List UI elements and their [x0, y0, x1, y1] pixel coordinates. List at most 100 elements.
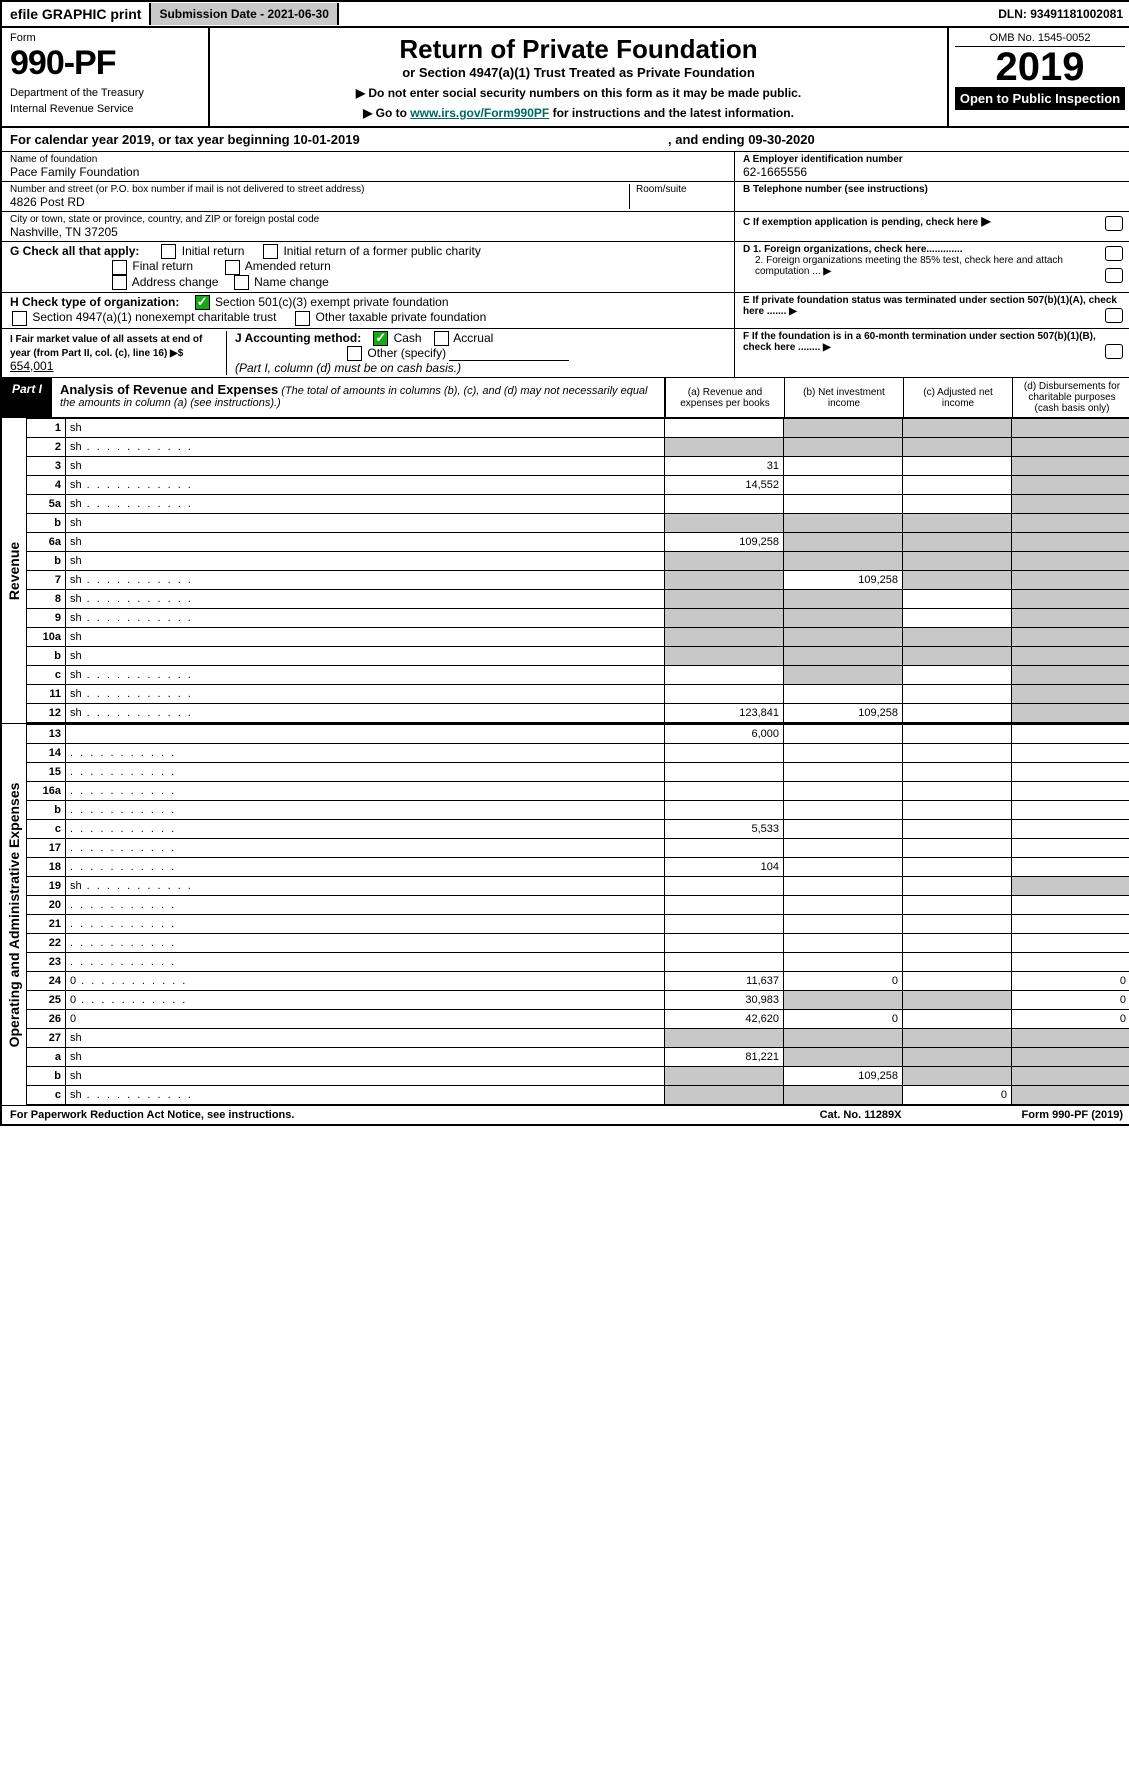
table-row: 2sh: [27, 438, 1129, 457]
form-page: efile GRAPHIC print Submission Date - 20…: [0, 0, 1129, 1126]
cal-b: , and ending 09-30-2020: [668, 132, 815, 147]
f-checkbox[interactable]: [1105, 344, 1123, 359]
public-badge: Open to Public Inspection: [955, 87, 1125, 110]
g2: Initial return of a former public charit…: [283, 244, 480, 258]
table-row: 4sh14,552: [27, 476, 1129, 495]
table-row: 17: [27, 839, 1129, 858]
j3: Other (specify): [367, 346, 446, 360]
form-word: Form: [10, 32, 200, 44]
row-ij: I Fair market value of all assets at end…: [2, 329, 1129, 379]
h2-checkbox[interactable]: [12, 311, 27, 326]
table-row: 18104: [27, 858, 1129, 877]
addr-label: Number and street (or P.O. box number if…: [10, 184, 629, 195]
j3-checkbox[interactable]: [347, 346, 362, 361]
table-row: 16a: [27, 782, 1129, 801]
h3-checkbox[interactable]: [295, 311, 310, 326]
topbar: efile GRAPHIC print Submission Date - 20…: [2, 2, 1129, 28]
part-title: Analysis of Revenue and Expenses: [60, 382, 278, 397]
i-val: 654,001: [10, 359, 53, 373]
table-row: 136,000: [27, 725, 1129, 744]
cal-a: For calendar year 2019, or tax year begi…: [10, 132, 360, 147]
dln: DLN: 93491181002081: [990, 3, 1129, 25]
expense-section: Operating and Administrative Expenses 13…: [2, 724, 1129, 1106]
e-checkbox[interactable]: [1105, 308, 1123, 323]
row-g: G Check all that apply: Initial return I…: [2, 242, 1129, 293]
col-c: (c) Adjusted net income: [903, 378, 1012, 417]
table-row: bsh: [27, 552, 1129, 571]
header-center: Return of Private Foundation or Section …: [210, 28, 947, 126]
table-row: 3sh31: [27, 457, 1129, 476]
revenue-section: Revenue 1sh2sh3sh314sh14,5525ashbsh6ash1…: [2, 418, 1129, 724]
table-row: 24011,63700: [27, 972, 1129, 991]
j-label: J Accounting method:: [235, 331, 361, 345]
c-checkbox[interactable]: [1105, 216, 1123, 231]
form-number: 990-PF: [10, 44, 200, 83]
submission-date: Submission Date - 2021-06-30: [149, 3, 338, 25]
foundation-name: Pace Family Foundation: [10, 165, 726, 179]
table-row: 6ash109,258: [27, 533, 1129, 552]
form-title: Return of Private Foundation: [220, 34, 937, 65]
calendar-year-row: For calendar year 2019, or tax year begi…: [2, 128, 1129, 152]
g2-checkbox[interactable]: [263, 244, 278, 259]
irs: Internal Revenue Service: [10, 103, 200, 115]
ein: 62-1665556: [743, 165, 1123, 179]
col-d: (d) Disbursements for charitable purpose…: [1012, 378, 1129, 417]
g5: Address change: [132, 275, 219, 289]
col-a: (a) Revenue and expenses per books: [665, 378, 784, 417]
ein-label: A Employer identification number: [743, 154, 1123, 165]
j1-checkbox[interactable]: [373, 331, 388, 346]
g1-checkbox[interactable]: [161, 244, 176, 259]
g1: Initial return: [182, 244, 245, 258]
e-label: E If private foundation status was termi…: [743, 295, 1117, 317]
h1-checkbox[interactable]: [195, 295, 210, 310]
h1: Section 501(c)(3) exempt private foundat…: [215, 295, 448, 309]
table-row: 14: [27, 744, 1129, 763]
d2-checkbox[interactable]: [1105, 268, 1123, 283]
j2-checkbox[interactable]: [434, 331, 449, 346]
footer-right: Form 990-PF (2019): [1022, 1109, 1123, 1121]
row-name: Name of foundation Pace Family Foundatio…: [2, 152, 1129, 182]
j2: Accrual: [453, 331, 493, 345]
h-label: H Check type of organization:: [10, 295, 179, 309]
addr: 4826 Post RD: [10, 195, 629, 209]
g3-checkbox[interactable]: [112, 260, 127, 275]
g-label: G Check all that apply:: [10, 244, 139, 258]
j1: Cash: [394, 331, 422, 345]
table-row: 23: [27, 953, 1129, 972]
d1-checkbox[interactable]: [1105, 246, 1123, 261]
table-row: 5ash: [27, 495, 1129, 514]
d1: D 1. Foreign organizations, check here..…: [743, 244, 963, 255]
inst2a: ▶ Go to: [363, 106, 410, 120]
table-row: c5,533: [27, 820, 1129, 839]
col-headers: (a) Revenue and expenses per books (b) N…: [664, 378, 1129, 417]
f-label: F If the foundation is in a 60-month ter…: [743, 331, 1096, 353]
name-label: Name of foundation: [10, 154, 726, 165]
inst-link[interactable]: www.irs.gov/Form990PF: [410, 106, 549, 120]
table-row: 27sh: [27, 1029, 1129, 1048]
table-row: bsh: [27, 514, 1129, 533]
header-right: OMB No. 1545-0052 2019 Open to Public In…: [947, 28, 1129, 126]
tax-year: 2019: [955, 47, 1125, 87]
inst2b: for instructions and the latest informat…: [549, 106, 794, 120]
row-h: H Check type of organization: Section 50…: [2, 293, 1129, 329]
form-subtitle: or Section 4947(a)(1) Trust Treated as P…: [220, 65, 937, 80]
table-row: 20: [27, 896, 1129, 915]
col-b: (b) Net investment income: [784, 378, 903, 417]
part-label: Part I: [2, 378, 52, 417]
g6-checkbox[interactable]: [234, 275, 249, 290]
table-row: 10ash: [27, 628, 1129, 647]
table-row: 7sh109,258: [27, 571, 1129, 590]
part-I-header: Part I Analysis of Revenue and Expenses …: [2, 378, 1129, 418]
g4-checkbox[interactable]: [225, 260, 240, 275]
table-row: 12sh123,841109,258: [27, 704, 1129, 723]
i-label: I Fair market value of all assets at end…: [10, 334, 202, 359]
header: Form 990-PF Department of the Treasury I…: [2, 28, 1129, 128]
row-addr: Number and street (or P.O. box number if…: [2, 182, 1129, 212]
tel-label: B Telephone number (see instructions): [743, 184, 1123, 195]
table-row: 11sh: [27, 685, 1129, 704]
table-row: 26042,62000: [27, 1010, 1129, 1029]
footer-mid: Cat. No. 11289X: [820, 1109, 902, 1121]
city-label: City or town, state or province, country…: [10, 214, 726, 225]
g5-checkbox[interactable]: [112, 275, 127, 290]
table-row: csh: [27, 666, 1129, 685]
